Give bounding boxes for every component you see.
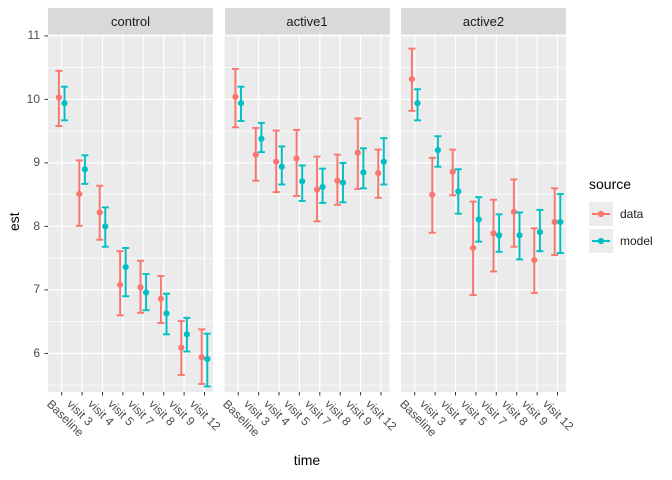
facet-strip-active1: active1 <box>224 8 390 34</box>
legend-label-model: model <box>620 234 653 248</box>
point-model <box>163 310 170 317</box>
point-model <box>299 178 306 185</box>
point-model <box>204 356 211 363</box>
point-data <box>117 281 124 288</box>
point-model <box>143 289 150 296</box>
point-data <box>551 218 558 226</box>
point-model <box>122 263 129 271</box>
y-tick-label: 6 <box>33 345 40 360</box>
point-data <box>137 284 144 291</box>
y-tick-label: 9 <box>33 155 40 170</box>
facet-strip-control: control <box>48 8 213 34</box>
point-model <box>380 158 387 165</box>
point-data <box>531 256 538 264</box>
x-axis-title: time <box>293 452 321 468</box>
point-data <box>429 191 436 198</box>
point-model <box>360 169 367 176</box>
panel-active1 <box>224 34 390 396</box>
point-model <box>455 188 462 195</box>
legend: source data model <box>589 176 653 256</box>
point-data <box>354 149 361 156</box>
point-model <box>516 232 523 239</box>
point-data <box>313 186 321 193</box>
point-data <box>334 177 341 184</box>
point-data <box>232 93 239 100</box>
point-model <box>339 179 347 186</box>
point-data <box>470 244 477 252</box>
point-data <box>198 354 205 361</box>
point-data <box>490 230 497 237</box>
facet-strip-active2: active2 <box>401 8 566 34</box>
legend-entry-model: model <box>589 229 653 253</box>
panel-background <box>48 34 213 392</box>
point-model <box>183 331 190 338</box>
y-axis-title: est <box>6 212 22 231</box>
point-data <box>273 158 280 165</box>
point-model <box>557 218 564 226</box>
point-model <box>258 135 265 142</box>
point-model <box>319 183 326 191</box>
point-model <box>102 223 109 230</box>
point-model <box>434 147 441 154</box>
point-model <box>237 100 245 107</box>
point-data <box>293 155 300 162</box>
y-tick-label: 8 <box>33 218 40 233</box>
point-model <box>81 166 88 173</box>
legend-title: source <box>589 176 632 192</box>
point-data <box>375 169 382 177</box>
point-data <box>96 209 103 216</box>
panel-background <box>401 34 566 392</box>
point-model <box>61 100 68 107</box>
panel-control <box>48 34 213 396</box>
point-model <box>414 100 421 107</box>
point-data <box>449 168 456 175</box>
errorbar-point-key-icon <box>589 229 613 253</box>
point-model <box>536 229 543 236</box>
point-data <box>178 344 185 351</box>
point-data <box>408 75 415 83</box>
point-model <box>475 216 482 223</box>
point-model <box>496 232 503 239</box>
y-tick-label: 11 <box>27 28 40 43</box>
point-data <box>510 208 517 215</box>
panel-background <box>224 34 390 392</box>
point-data <box>76 190 83 198</box>
point-data <box>157 295 164 302</box>
y-tick-label: 7 <box>33 282 40 297</box>
legend-entry-data: data <box>589 202 653 226</box>
panel-active2 <box>401 34 566 396</box>
point-model <box>278 163 285 170</box>
point-data <box>55 94 62 101</box>
legend-label-data: data <box>620 207 644 221</box>
errorbar-point-key-icon <box>589 202 613 226</box>
point-data <box>252 151 259 158</box>
y-tick-label: 10 <box>26 91 40 106</box>
